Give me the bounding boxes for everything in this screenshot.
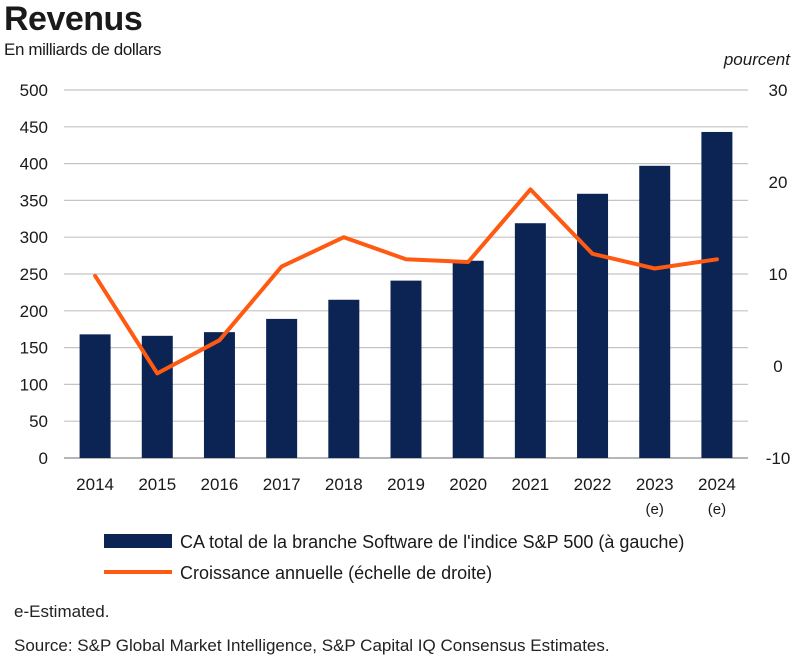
bar <box>701 131 733 458</box>
x-tick-label: 2021 <box>511 475 549 494</box>
growth-line <box>93 187 719 376</box>
legend-bar-swatch <box>104 534 172 548</box>
left-tick-label: 150 <box>20 339 48 358</box>
x-tick-label: 2018 <box>325 475 363 494</box>
right-tick-label: 30 <box>769 81 788 100</box>
x-tick-label: 2024 (e) <box>698 475 736 518</box>
chart-title: Revenus <box>4 0 143 38</box>
right-tick-label: 20 <box>769 173 788 192</box>
bar <box>266 318 298 458</box>
bar <box>390 280 422 458</box>
right-tick-label: 0 <box>773 357 782 376</box>
bar <box>452 260 484 458</box>
right-tick-label: 10 <box>769 265 788 284</box>
x-tick-label: 2022 <box>574 475 612 494</box>
left-tick-label: 500 <box>20 81 48 100</box>
bar <box>328 299 360 458</box>
x-axis-labels: 2014 2015 2016 2017 2018 2019 2020 2021 2022 2023… <box>76 475 736 518</box>
bar <box>577 193 609 458</box>
estimate-note: e-Estimated. <box>14 602 110 621</box>
x-tick-label: 2019 <box>387 475 425 494</box>
left-axis-unit: En milliards de dollars <box>4 40 162 59</box>
right-axis-ticks: -10 0 10 20 30 <box>766 81 791 468</box>
bar <box>514 223 546 458</box>
bar-series <box>79 131 733 459</box>
line-series <box>93 187 719 376</box>
left-tick-label: 200 <box>20 302 48 321</box>
right-tick-label: -10 <box>766 449 791 468</box>
left-tick-label: 400 <box>20 155 48 174</box>
left-tick-label: 100 <box>20 375 48 394</box>
legend-line-label: Croissance annuelle (échelle de droite) <box>180 563 492 583</box>
bar <box>79 334 111 458</box>
left-tick-label: 250 <box>20 265 48 284</box>
x-tick-label: 2014 <box>76 475 114 494</box>
source-note: Source: S&P Global Market Intelligence, … <box>14 636 610 655</box>
right-axis-unit: pourcent <box>723 50 790 69</box>
left-tick-label: 0 <box>39 449 48 468</box>
x-tick-label: 2023 (e) <box>636 475 674 518</box>
left-axis-ticks: 0 50 100 150 200 250 300 350 400 450 500 <box>20 81 48 468</box>
x-tick-label: 2017 <box>263 475 301 494</box>
left-tick-label: 450 <box>20 118 48 137</box>
x-tick-label: 2015 <box>138 475 176 494</box>
x-tick-label: 2016 <box>201 475 239 494</box>
legend-bar-label: CA total de la branche Software de l'ind… <box>180 532 684 552</box>
left-tick-label: 50 <box>29 412 48 431</box>
bar <box>639 165 671 459</box>
left-tick-label: 300 <box>20 228 48 247</box>
legend: CA total de la branche Software de l'ind… <box>104 532 684 583</box>
x-tick-label: 2020 <box>449 475 487 494</box>
bar <box>203 332 235 458</box>
left-tick-label: 350 <box>20 191 48 210</box>
